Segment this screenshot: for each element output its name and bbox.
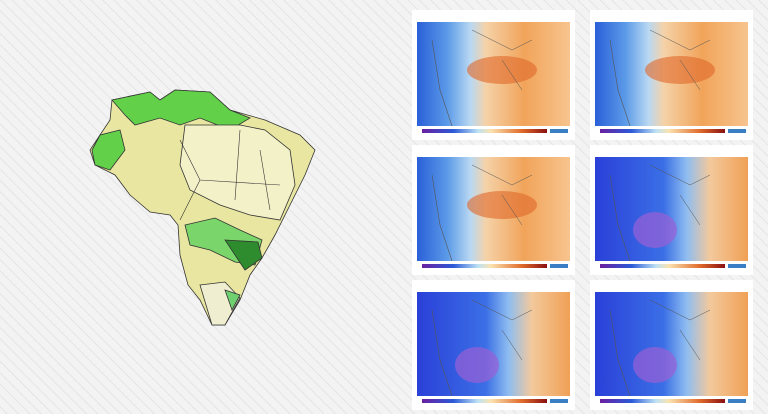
panel <box>411 9 576 141</box>
brazil-map <box>89 89 316 326</box>
panel <box>589 279 754 411</box>
panel <box>411 144 576 276</box>
panel <box>589 9 754 141</box>
panel <box>589 144 754 276</box>
panel <box>411 279 576 411</box>
